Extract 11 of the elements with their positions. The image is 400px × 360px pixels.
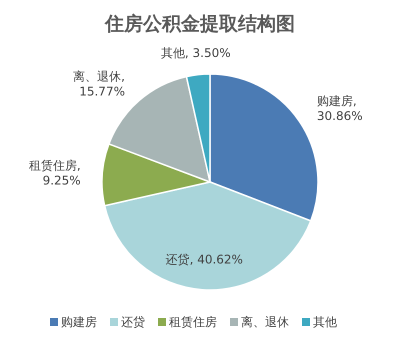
data-label: 其他, 3.50%	[160, 46, 231, 60]
data-label: 还贷, 40.62%	[166, 252, 243, 267]
data-label: 租赁住房, 9.25%	[28, 158, 81, 188]
data-label: 购建房, 30.86%	[316, 94, 363, 124]
legend-label: 离、退休	[241, 315, 289, 329]
legend-label: 租赁住房	[169, 315, 217, 329]
legend-label: 购建房	[61, 315, 97, 329]
legend-label: 其他	[313, 315, 337, 329]
data-label: 离、退休, 15.77%	[73, 70, 125, 99]
legend-label: 还贷	[121, 315, 145, 329]
chart-title: 住房公积金提取结构图	[104, 13, 295, 35]
